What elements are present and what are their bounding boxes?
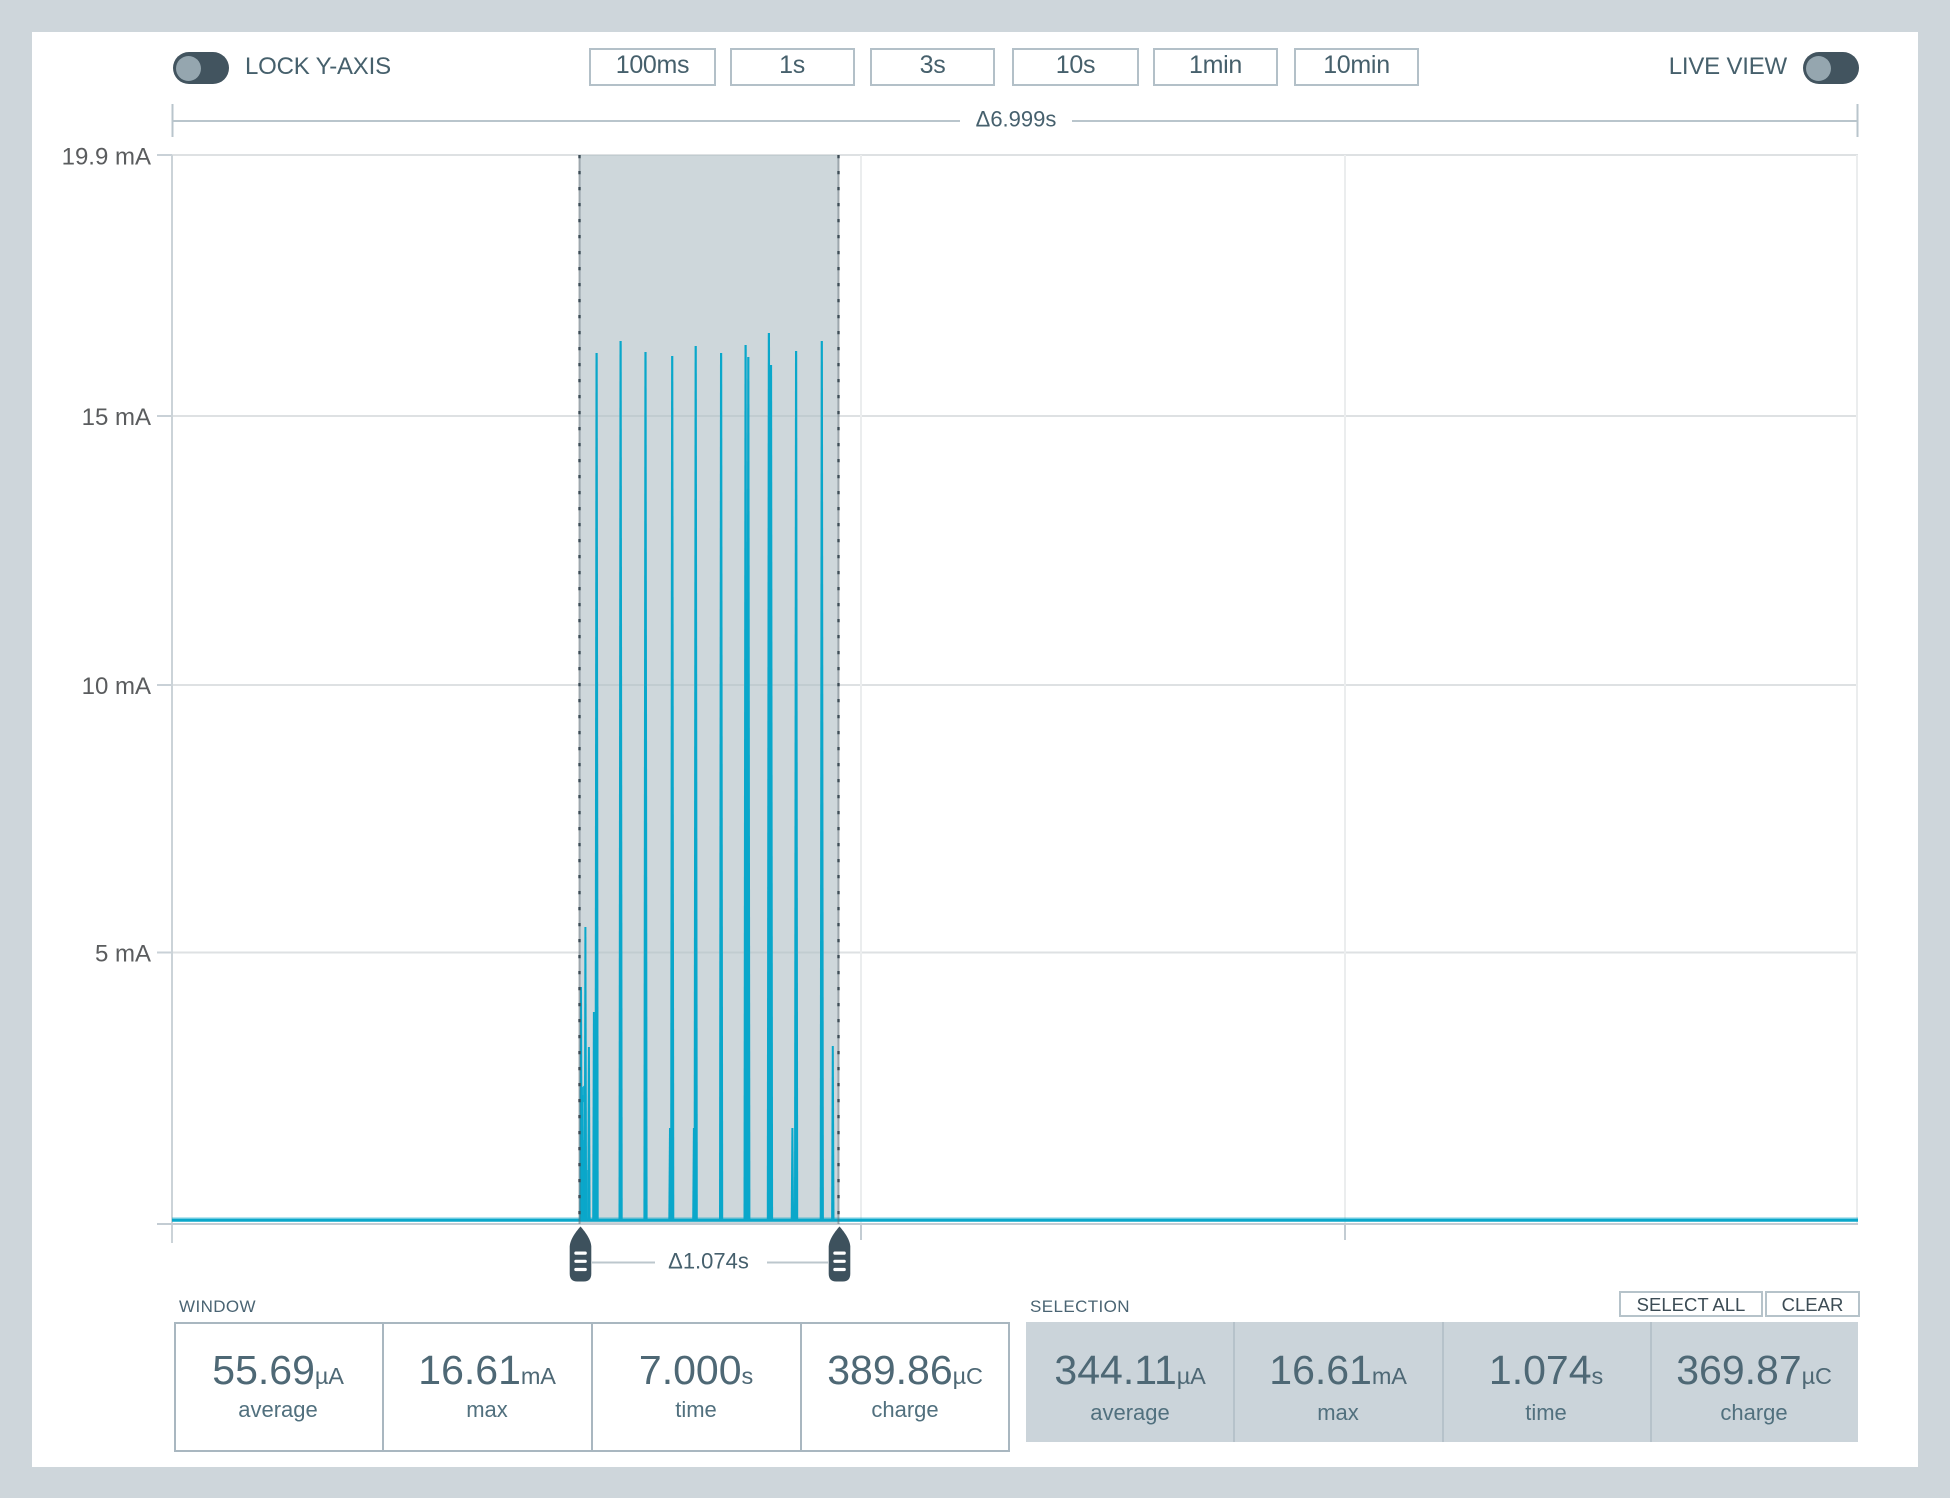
svg-text:19.9 mA: 19.9 mA [62, 144, 151, 171]
svg-text:Δ1.074s: Δ1.074s [668, 1248, 749, 1273]
svg-text:5 mA: 5 mA [95, 941, 151, 968]
svg-text:10 mA: 10 mA [82, 673, 151, 700]
svg-text:15 mA: 15 mA [82, 404, 151, 431]
svg-text:Δ6.999s: Δ6.999s [976, 107, 1057, 132]
